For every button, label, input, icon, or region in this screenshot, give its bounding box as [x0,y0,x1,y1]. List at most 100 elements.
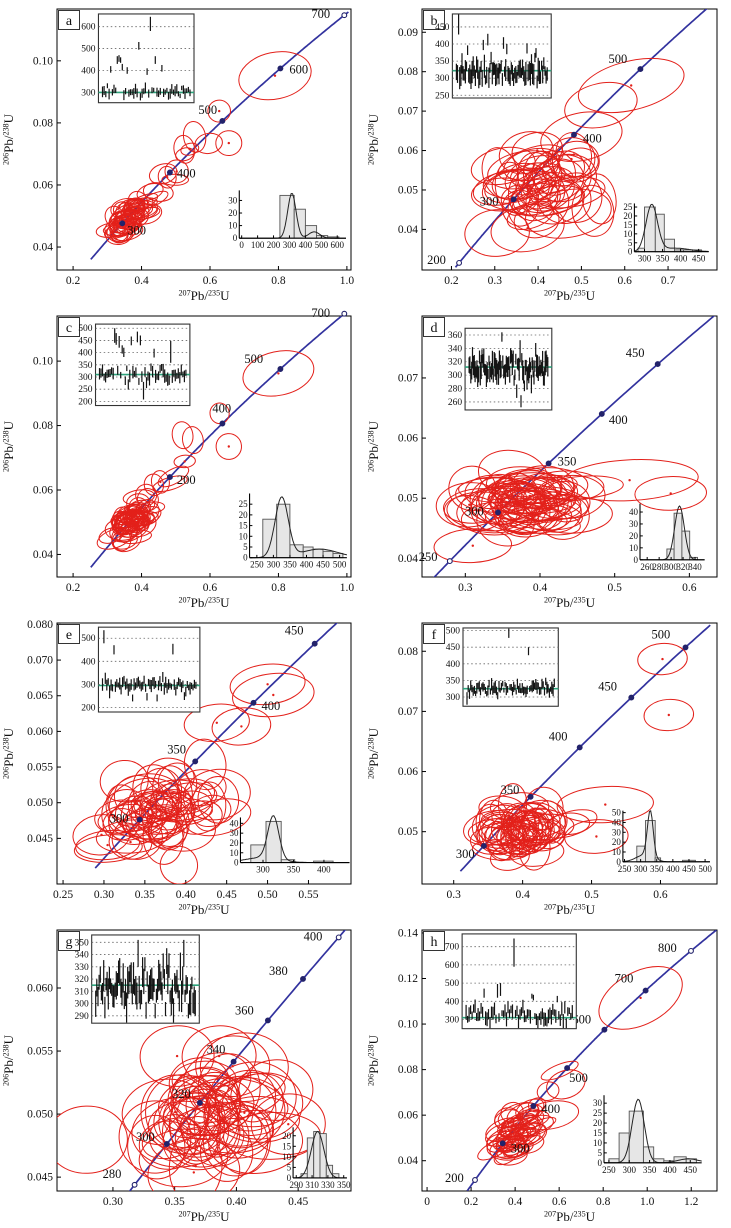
inset-y-tick-label: 400 [81,66,96,76]
x-tick-label: 0.6 [682,582,697,594]
ellipse-center-dot [535,1103,539,1107]
x-tick-label: 0 [424,1196,430,1208]
x-tick-label: 0.4 [134,275,149,287]
x-tick-label: 1.0 [340,582,355,594]
hist-x-tick-label: 450 [692,254,706,264]
hist-x-tick-label: 300 [664,562,678,572]
x-tick-label: 0.6 [203,275,218,287]
concordia-age-marker [264,1017,271,1024]
hist-x-tick-label: 500 [333,560,347,570]
ellipse-center-dot [183,460,186,463]
hist-x-tick-label: 350 [283,560,297,570]
panel-letter-box [423,931,445,951]
error-ellipse [471,804,531,849]
inset-y-tick-label: 700 [445,943,460,953]
hist-y-tick-label: 15 [239,521,249,531]
x-axis-title: 207Pb/235U [178,595,230,610]
concordia-age-marker [219,420,226,427]
y-tick-label: 0.06 [398,145,418,157]
error-ellipse [122,489,155,506]
concordia-age-marker [642,987,649,994]
plot-frame [421,929,718,1192]
x-tick-label: 0.4 [531,275,546,287]
x-tick-label: 0.4 [508,1196,523,1208]
y-tick-label: 0.08 [398,66,418,78]
age-bars [101,630,197,702]
panel-letter-box [423,624,445,644]
error-ellipse [475,803,508,844]
y-tick-label: 0.12 [398,973,418,985]
ellipse-center-dot [136,201,139,204]
hist-y-tick-label: 10 [623,229,633,239]
inset-y-tick-label: 350 [74,938,89,948]
age-bars-inset: 290 300 310 320 330 340 350 [74,934,200,1024]
panel-g: 0.30 0.35 0.40 0.45 0.045 0.050 0.055 0.060 207P… [0,921,365,1228]
hist-y-tick-label: 0 [243,553,248,563]
hist-y-tick-label: 40 [229,818,239,828]
concordia-age-label: 350 [501,783,520,797]
y-axis-title: 206Pb/238U [366,1034,381,1086]
error-ellipse [502,806,538,849]
x-tick-label: 0.7 [661,275,676,287]
inset-y-tick-label: 500 [81,634,96,644]
ellipse-center-dot [667,713,670,717]
error-ellipse [111,816,163,860]
error-ellipse [506,1102,540,1126]
error-ellipse [112,533,138,550]
hist-x-tick-label: 330 [321,1180,335,1190]
inset-y-tick-label: 250 [435,91,450,101]
age-bars [455,14,548,90]
concordia-age-label: 380 [269,964,288,978]
concordia-age-marker [571,131,577,138]
inset-y-tick-label: 400 [435,40,450,50]
concordia-age-label: 400 [304,929,323,943]
ellipse-center-dot [595,835,598,838]
ellipse-center-dot [532,830,535,833]
ellipse-center-dot [669,492,672,495]
hist-y-tick-label: 40 [629,507,639,517]
error-ellipse [57,1105,128,1174]
hist-y-tick-label: 10 [612,847,622,857]
concordia-age-label: 300 [127,223,146,237]
hist-y-tick-label: 0 [634,555,639,565]
panel-e: 0.25 0.30 0.35 0.40 0.45 0.50 0.55 0.045 0.050 0.… [0,614,365,921]
error-ellipse [540,111,623,162]
concordia-age-marker [682,644,689,651]
panel-cell-e: 0.25 0.30 0.35 0.40 0.45 0.50 0.55 0.045 0.050 0.… [0,614,365,921]
error-ellipse [207,1061,297,1136]
concordia-age-marker [456,259,463,266]
concordia-age-marker [598,410,605,417]
hist-x-tick-label: 350 [656,254,670,264]
hist-y-tick-label: 20 [593,1118,603,1128]
error-ellipses [96,350,315,553]
error-ellipse [556,785,654,824]
error-ellipse [525,188,612,239]
y-axis-title: 206Pb/238U [366,727,381,779]
concordia-age-marker [637,66,644,73]
hist-y-tick-label: 10 [229,848,239,858]
error-ellipse [515,799,568,844]
error-ellipse [181,1025,257,1087]
inset-y-tick-label: 400 [446,660,461,670]
hist-x-tick-label: 400 [299,240,313,250]
error-ellipse [154,782,218,816]
x-tick-label: 0.2 [66,275,81,287]
y-axis-title: 206Pb/238U [1,1034,16,1086]
ellipse-center-dot [175,170,178,173]
inset-y-tick-label: 350 [78,361,93,371]
error-ellipse [211,707,272,746]
x-tick-label: 0.25 [53,889,73,901]
error-ellipse [169,1085,222,1165]
kde-curve [249,496,348,559]
error-ellipse [238,1059,314,1121]
error-ellipse [534,496,613,534]
error-ellipse [111,510,131,534]
ellipse-center-dot [471,544,474,547]
inset-y-tick-label: 360 [448,331,463,341]
error-ellipse [220,1072,304,1140]
panel-letter: b [431,14,438,29]
concordia-age-marker [510,196,517,203]
x-tick-label: 1.2 [684,1196,699,1208]
hist-x-tick-label: 340 [688,562,702,572]
